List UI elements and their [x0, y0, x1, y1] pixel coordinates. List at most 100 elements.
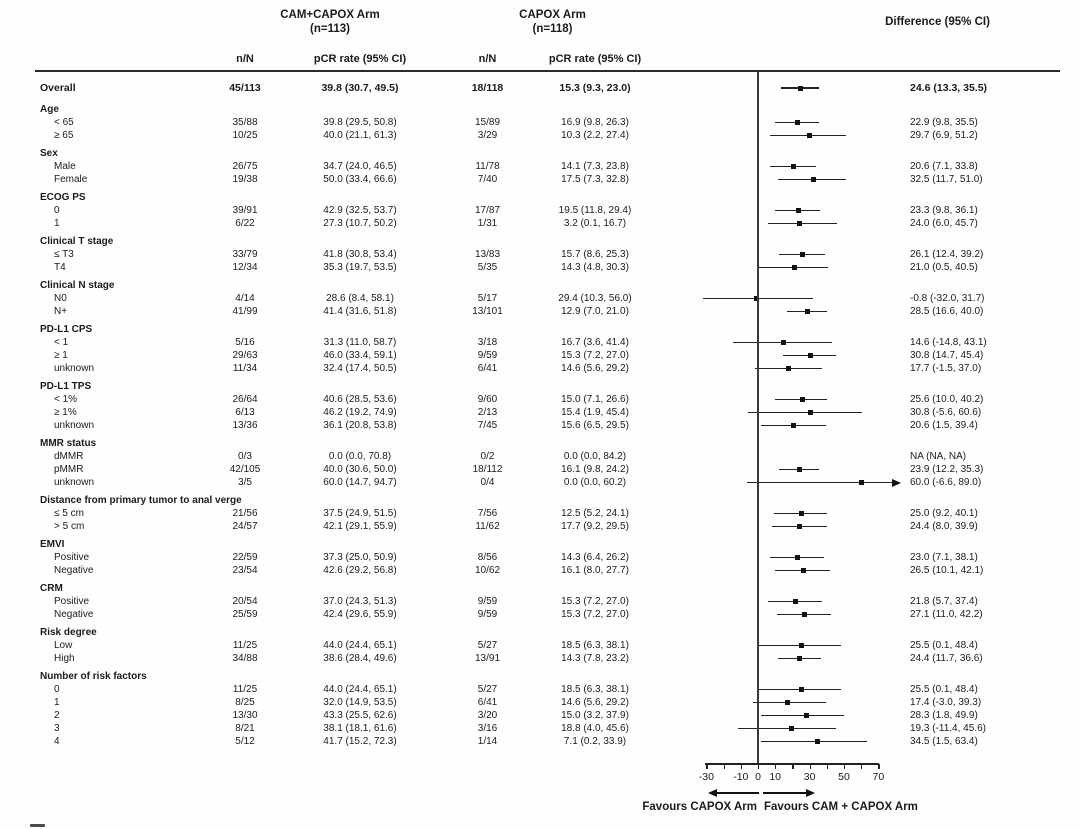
n1-cell: 24/57 [232, 521, 258, 532]
table-row: Positive 22/59 37.3 (25.0, 50.9) 8/56 14.3 (… [40, 551, 1080, 564]
arm2-name: CAPOX Arm [519, 9, 586, 21]
difference-header: Difference (95% CI) [885, 16, 990, 28]
n2-cell: 5/27 [477, 640, 498, 651]
pcr1-cell: 37.3 (25.0, 50.9) [323, 552, 397, 563]
pcr2-cell: 18.5 (6.3, 38.1) [561, 640, 629, 651]
n2-cell: 7/45 [477, 420, 498, 431]
table-row: < 1% 26/64 40.6 (28.5, 53.6) 9/60 15.0 (7.1,… [40, 393, 1080, 406]
ci-line [748, 411, 863, 414]
col-header-pcr-arm1: pCR rate (95% CI) [313, 53, 407, 65]
plot-cell [660, 608, 900, 621]
difference-cell: 19.3 (-11.4, 45.6) [910, 723, 986, 734]
point-estimate-marker [799, 643, 805, 648]
arm1-name: CAM+CAPOX Arm [280, 9, 380, 21]
n1-cell: 23/54 [232, 565, 258, 576]
table-row: 1 6/22 27.3 (10.7, 50.2) 1/31 3.2 (0.1, 16.7… [40, 217, 1080, 230]
plot-cell [660, 336, 900, 349]
n2-cell: 3/16 [477, 723, 498, 734]
difference-cell: 32.5 (11.7, 51.0) [910, 174, 983, 185]
pcr2-cell: 16.1 (8.0, 27.7) [561, 565, 629, 576]
n1-cell: 6/13 [235, 407, 255, 418]
n1-cell [215, 147, 275, 160]
point-estimate-marker [797, 656, 803, 661]
ci-clip-arrow-icon [892, 478, 901, 487]
plot-cell [660, 292, 900, 305]
n1-cell: 10/25 [232, 130, 258, 141]
plot-cell [660, 683, 900, 696]
subgroup-header-row: PD-L1 CPS [40, 323, 1080, 336]
axis-tick [809, 764, 811, 769]
difference-cell: NA (NA, NA) [910, 451, 967, 462]
plot-cell [660, 129, 900, 142]
difference-cell: 17.7 (-1.5, 37.0) [910, 363, 982, 374]
row-label: ≥ 1 [54, 350, 68, 361]
pcr1-cell [275, 437, 445, 450]
row-label: CRM [40, 583, 63, 594]
n1-cell: 45/113 [229, 82, 261, 94]
col-header-nN-arm1: n/N [236, 53, 254, 65]
plot-cell [660, 538, 900, 551]
pcr2-cell: 29.4 (10.3, 56.0) [558, 293, 632, 304]
difference-cell [900, 103, 1080, 116]
difference-cell: 29.7 (6.9, 51.2) [910, 130, 978, 141]
n2-cell: 5/17 [477, 293, 498, 304]
pcr2-cell [530, 380, 660, 393]
plot-cell [660, 235, 900, 248]
row-label: ≥ 1% [54, 407, 77, 418]
pcr2-cell [530, 437, 660, 450]
axis-tick-label: -10 [733, 771, 749, 783]
favours-right-arrow-line [763, 792, 807, 794]
plot-cell [660, 709, 900, 722]
n1-cell: 26/75 [232, 161, 258, 172]
pcr2-cell: 14.6 (5.6, 29.2) [561, 697, 629, 708]
n1-cell: 11/25 [232, 640, 258, 651]
difference-cell: 14.6 (-14.8, 43.1) [910, 337, 987, 348]
row-label: unknown [54, 420, 95, 431]
pcr1-cell: 32.0 (14.9, 53.5) [323, 697, 397, 708]
n1-cell: 5/16 [235, 337, 255, 348]
col-header-nN-arm2: n/N [478, 53, 497, 65]
row-label: Negative [54, 565, 94, 576]
pcr2-cell: 15.3 (7.2, 27.0) [561, 596, 629, 607]
row-label: 1 [54, 697, 60, 708]
point-estimate-marker [785, 366, 791, 371]
n2-cell: 5/35 [477, 262, 498, 273]
table-row: ≥ 1% 6/13 46.2 (19.2, 74.9) 2/13 15.4 (1.9, … [40, 406, 1080, 419]
n2-cell [445, 103, 530, 116]
point-estimate-marker [802, 612, 808, 617]
n2-cell: 9/60 [477, 394, 498, 405]
difference-cell: 28.5 (16.6, 40.0) [910, 306, 984, 317]
n1-cell [215, 437, 275, 450]
n1-cell: 21/56 [232, 508, 258, 519]
n1-cell: 5/12 [235, 736, 255, 747]
difference-cell: 24.0 (6.0, 45.7) [910, 218, 978, 229]
pcr1-cell [275, 494, 445, 507]
plot-cell [660, 217, 900, 230]
n2-cell: 18/112 [472, 464, 503, 475]
plot-cell [660, 173, 900, 186]
subgroup-header-row: MMR status [40, 437, 1080, 450]
n1-cell: 42/105 [229, 464, 261, 475]
plot-cell [660, 103, 900, 116]
difference-cell [900, 437, 1080, 450]
table-row: T4 12/34 35.3 (19.7, 53.5) 5/35 14.3 (4.8, 3… [40, 261, 1080, 274]
point-estimate-marker [796, 221, 802, 226]
n1-cell: 11/34 [232, 363, 258, 374]
pcr1-cell: 40.6 (28.5, 53.6) [323, 394, 397, 405]
point-estimate-marker [808, 353, 814, 358]
point-estimate-marker [798, 511, 804, 516]
pcr1-cell [275, 670, 445, 683]
table-row: Overall 45/113 39.8 (30.7, 49.5) 18/118 15.3… [40, 78, 1080, 98]
difference-cell [900, 494, 1080, 507]
zero-reference-line [757, 72, 759, 764]
table-row: Positive 20/54 37.0 (24.3, 51.3) 9/59 15.3 (… [40, 595, 1080, 608]
pcr1-cell: 60.0 (14.7, 94.7) [323, 477, 397, 488]
point-estimate-marker [797, 524, 803, 529]
n2-cell [445, 437, 530, 450]
row-label: Distance from primary tumor to anal verg… [40, 495, 242, 506]
row-label: unknown [54, 477, 95, 488]
pcr1-cell: 0.0 (0.0, 70.8) [328, 451, 392, 462]
favours-left-arrow-icon [708, 789, 717, 797]
col-header-pcr-arm2: pCR rate (95% CI) [548, 53, 642, 65]
subgroup-header-row: Distance from primary tumor to anal verg… [40, 494, 1080, 507]
